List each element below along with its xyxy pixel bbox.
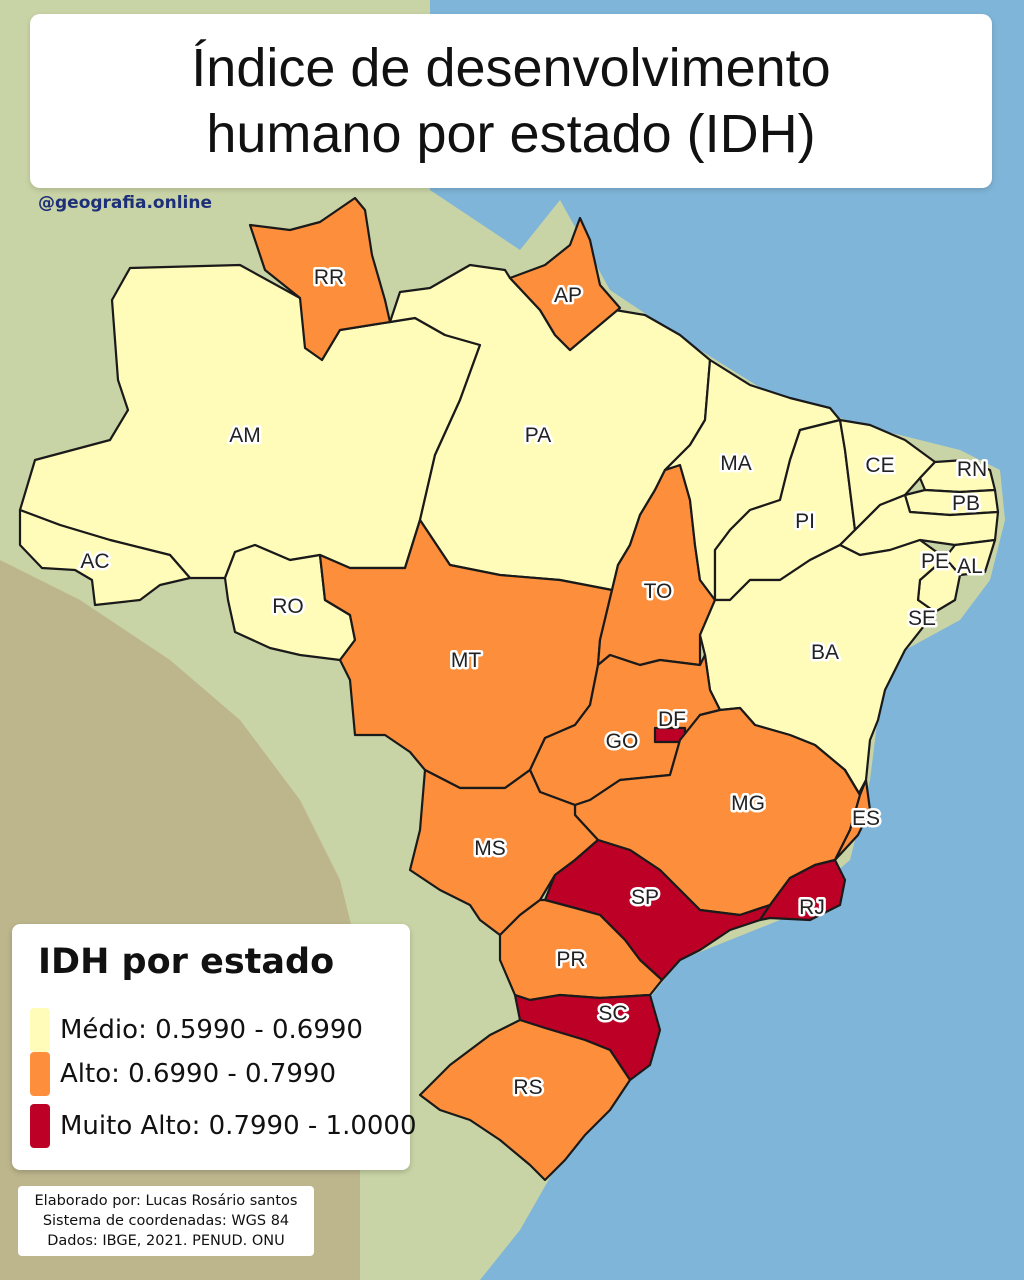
label-ms: MS <box>474 837 506 860</box>
state-ac[interactable] <box>18 508 192 607</box>
label-rr: RR <box>314 266 344 289</box>
state-ap[interactable] <box>508 216 622 352</box>
credits-box: Elaborado por: Lucas Rosário santos Sist… <box>18 1186 314 1256</box>
label-ma: MA <box>720 452 752 475</box>
credit-data-source: Dados: IBGE, 2021. PENUD. ONU <box>47 1233 285 1249</box>
label-pe: PE <box>921 550 949 573</box>
state-al[interactable] <box>943 538 997 577</box>
legend-item-alto: Alto: 0.6990 - 0.7990 <box>30 1052 336 1096</box>
author-handle: @geografia.online <box>38 193 213 213</box>
title-line-2: humano por estado (IDH) <box>206 104 816 164</box>
legend-swatch-muito-alto <box>30 1104 50 1148</box>
label-se: SE <box>908 607 936 630</box>
label-ce: CE <box>865 454 894 477</box>
label-to: TO <box>644 580 673 603</box>
state-rj[interactable] <box>758 858 847 922</box>
state-rs[interactable] <box>418 1018 632 1182</box>
state-es[interactable] <box>833 768 872 862</box>
label-rs: RS <box>513 1076 542 1099</box>
label-ac: AC <box>80 550 109 573</box>
label-go: GO <box>606 730 639 753</box>
label-es: ES <box>852 807 880 830</box>
label-df: DF <box>658 708 686 731</box>
legend-label-alto: Alto: 0.6990 - 0.7990 <box>60 1059 336 1089</box>
legend-swatch-alto <box>30 1052 50 1096</box>
title-line-1: Índice de desenvolvimento <box>191 38 831 98</box>
label-sp: SP <box>631 886 659 909</box>
title-box: Índice de desenvolvimento humano por est… <box>30 14 992 188</box>
legend-item-muito-alto: Muito Alto: 0.7990 - 1.0000 <box>30 1104 417 1148</box>
label-pi: PI <box>795 510 815 533</box>
label-pa: PA <box>525 424 551 447</box>
legend-label-medio: Médio: 0.5990 - 0.6990 <box>60 1015 363 1045</box>
label-mg: MG <box>731 792 765 815</box>
label-sc: SC <box>598 1002 627 1025</box>
legend-item-medio: Médio: 0.5990 - 0.6990 <box>30 1008 363 1052</box>
legend-title: IDH por estado <box>38 942 335 982</box>
legend-label-muito-alto: Muito Alto: 0.7990 - 1.0000 <box>60 1111 417 1141</box>
state-rr[interactable] <box>248 196 392 362</box>
label-rj: RJ <box>799 896 825 919</box>
label-ba: BA <box>811 641 839 664</box>
label-am: AM <box>229 424 261 447</box>
label-ap: AP <box>554 284 582 307</box>
label-al: AL <box>957 555 983 578</box>
legend: IDH por estado Médio: 0.5990 - 0.6990 Al… <box>12 924 417 1170</box>
label-rn: RN <box>957 458 987 481</box>
label-mt: MT <box>451 649 481 672</box>
credit-author: Elaborado por: Lucas Rosário santos <box>34 1193 298 1209</box>
legend-swatch-medio <box>30 1008 50 1052</box>
label-pr: PR <box>556 948 585 971</box>
credit-crs: Sistema de coordenadas: WGS 84 <box>42 1213 290 1229</box>
label-ro: RO <box>272 595 304 618</box>
label-pb: PB <box>952 492 980 515</box>
